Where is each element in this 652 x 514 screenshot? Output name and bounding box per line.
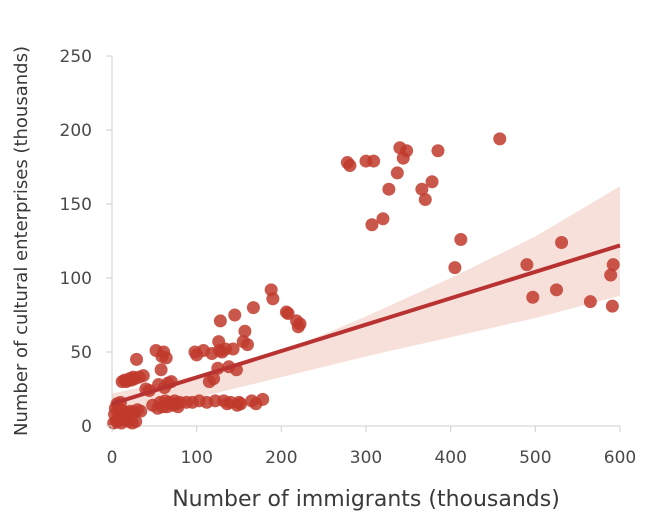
data-point-29 — [134, 404, 148, 418]
data-point-25 — [129, 415, 143, 429]
data-point-96 — [343, 159, 357, 173]
data-point-105 — [400, 144, 414, 158]
data-point-82 — [238, 324, 252, 338]
data-point-89 — [266, 292, 280, 306]
data-point-98 — [365, 218, 379, 232]
regression-line — [111, 243, 621, 406]
data-point-101 — [382, 182, 396, 196]
x-tick-label-6: 600 — [604, 448, 636, 468]
x-tick-label-4: 400 — [434, 448, 466, 468]
data-points — [107, 132, 620, 430]
x-tick-label-0: 0 — [107, 448, 118, 468]
y-tick-label-1: 50 — [70, 343, 92, 363]
y-tick-label-3: 150 — [60, 195, 92, 215]
data-point-99 — [367, 154, 381, 168]
x-tick-label-2: 200 — [265, 448, 297, 468]
x-tick-label-5: 500 — [519, 448, 551, 468]
data-point-118 — [604, 268, 618, 282]
data-point-119 — [605, 299, 619, 313]
data-point-112 — [493, 132, 507, 146]
y-axis-ticks: 0 50 100 150 200 250 — [60, 47, 112, 437]
y-axis-title: Number of cultural enterprises (thousand… — [11, 46, 32, 436]
data-point-107 — [418, 193, 432, 207]
data-point-80 — [234, 397, 248, 411]
data-point-115 — [550, 283, 563, 297]
data-point-68 — [213, 314, 227, 328]
data-point-63 — [207, 372, 221, 386]
x-axis-title: Number of immigrants (thousands) — [172, 487, 560, 512]
x-tick-label-3: 300 — [350, 448, 382, 468]
x-axis-ticks: 0 100 200 300 400 500 600 — [107, 426, 636, 468]
plot-area — [107, 56, 621, 430]
data-point-109 — [431, 144, 445, 158]
data-point-110 — [448, 261, 462, 275]
y-tick-label-0: 0 — [81, 417, 92, 437]
data-point-87 — [256, 392, 270, 406]
y-tick-label-4: 200 — [60, 121, 92, 141]
y-tick-label-2: 100 — [60, 269, 92, 289]
data-point-44 — [159, 351, 173, 365]
data-point-76 — [228, 308, 242, 322]
data-point-114 — [526, 290, 540, 304]
data-point-75 — [226, 342, 240, 356]
data-point-38 — [154, 363, 168, 377]
x-tick-label-1: 100 — [180, 448, 212, 468]
data-point-108 — [425, 175, 439, 189]
y-tick-label-5: 250 — [60, 47, 92, 67]
data-point-120 — [606, 258, 620, 272]
data-point-117 — [583, 295, 597, 309]
data-point-100 — [376, 212, 390, 226]
data-point-85 — [246, 301, 260, 315]
data-point-26 — [130, 352, 144, 366]
data-point-30 — [136, 369, 150, 383]
data-point-102 — [390, 166, 404, 180]
data-point-94 — [293, 317, 307, 331]
data-point-91 — [281, 307, 295, 321]
data-point-106 — [415, 182, 429, 196]
data-point-83 — [240, 338, 254, 352]
data-point-116 — [555, 235, 569, 249]
data-point-113 — [520, 258, 534, 272]
data-point-111 — [454, 233, 468, 247]
